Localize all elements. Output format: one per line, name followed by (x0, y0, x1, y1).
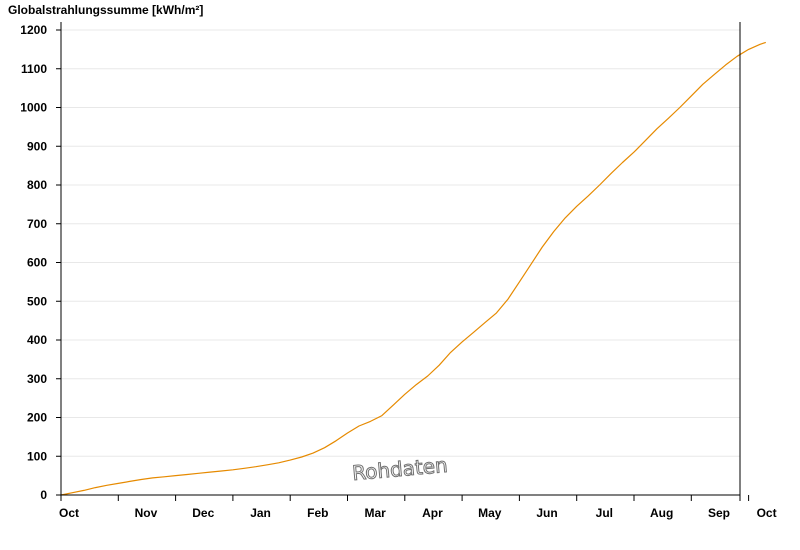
chart-title: Globalstrahlungssumme [kWh/m²] (8, 3, 203, 17)
x-tick-label: Sep (708, 506, 730, 520)
x-tick-label: Aug (650, 506, 673, 520)
x-tick-label: Jul (596, 506, 613, 520)
x-tick-label: Apr (422, 506, 443, 520)
y-tick-label: 100 (27, 449, 47, 463)
x-tick-label: Jun (536, 506, 557, 520)
y-tick-label: 300 (27, 372, 47, 386)
x-tick-label: Oct (59, 506, 79, 520)
y-tick-label: 200 (27, 411, 47, 425)
y-tick-label: 700 (27, 217, 47, 231)
y-tick-label: 1100 (21, 62, 47, 76)
y-tick-label: 900 (27, 139, 47, 153)
x-tick-label: Feb (307, 506, 328, 520)
x-tick-label: May (478, 506, 502, 520)
axes (60, 22, 741, 496)
x-axis-ticks: Oct Nov Dec Jan Feb Mar Apr May Jun Jul Aug Sep Oct (59, 495, 777, 520)
y-axis-ticks: 0 100 200 300 400 500 600 700 800 900 1000 1100 1200 (20, 23, 61, 502)
series-layer (60, 41, 766, 496)
y-tick-label: 800 (27, 178, 47, 192)
y-tick-label: 600 (27, 256, 47, 270)
x-tick-label: Mar (364, 506, 386, 520)
y-tick-label: 1200 (20, 23, 47, 37)
y-tick-label: 1000 (20, 101, 47, 115)
x-tick-label: Jan (250, 506, 271, 520)
x-tick-label: Dec (192, 506, 214, 520)
series-line (60, 41, 766, 496)
y-tick-label: 400 (27, 333, 47, 347)
x-tick-label: Nov (135, 506, 158, 520)
x-tick-label: Oct (757, 506, 777, 520)
watermark-label: Rohdaten (351, 453, 448, 485)
grid (61, 29, 740, 457)
y-tick-label: 0 (40, 488, 47, 502)
y-tick-label: 500 (27, 294, 47, 308)
